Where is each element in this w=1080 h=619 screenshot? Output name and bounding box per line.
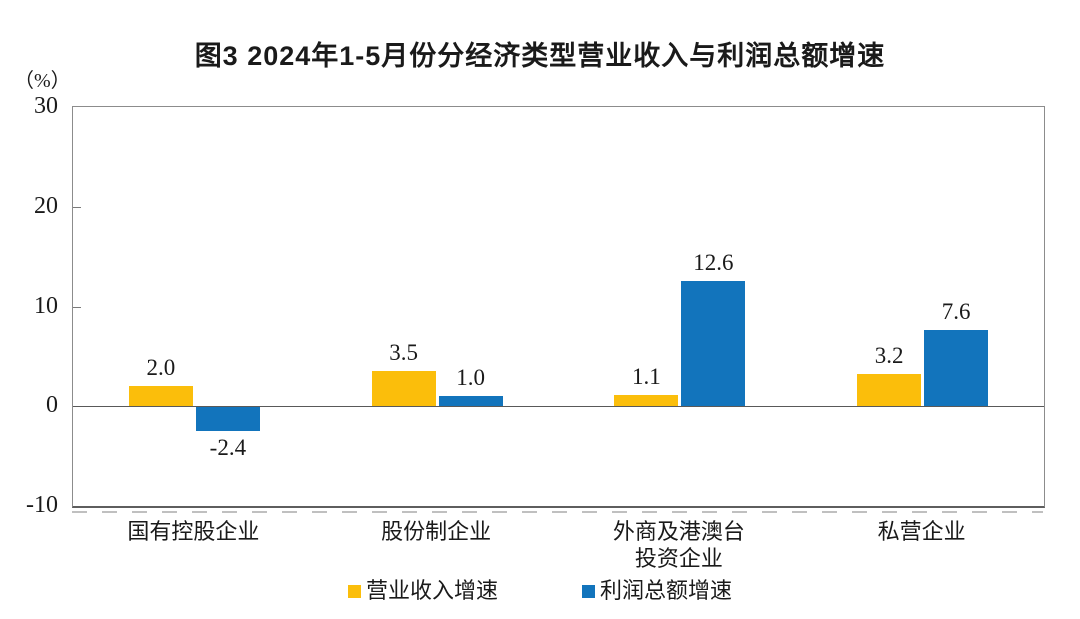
category-label-2: 外商及港澳台 投资企业	[612, 519, 745, 571]
category-label-0: 国有控股企业	[127, 519, 260, 544]
y-tick-label: 10	[34, 292, 58, 319]
bar-revenue-2	[614, 395, 679, 407]
bar-profit-2	[681, 280, 746, 407]
bar-value-label: 7.6	[941, 299, 971, 325]
y-tick-mark	[73, 206, 81, 208]
bar-profit-3	[924, 330, 989, 407]
plot-area: 2.0 -2.4 3.5 1.0 1.1 12.6 3.2 7.6	[72, 106, 1045, 508]
bar-profit-1	[438, 396, 503, 407]
category-label-3: 私营企业	[877, 519, 966, 544]
x-axis-category-labels: 国有控股企业 股份制企业 外商及港澳台 投资企业 私营企业	[72, 518, 1043, 576]
bar-value-label: 2.0	[146, 355, 176, 381]
bar-value-label: 12.6	[693, 249, 734, 275]
y-tick-label: 30	[34, 93, 58, 119]
bar-value-label: 3.5	[389, 340, 418, 366]
x-axis-tick-dashes	[72, 511, 1043, 513]
y-tick-label: 0	[46, 392, 58, 419]
category-label-1: 股份制企业	[381, 519, 492, 544]
legend-swatch-icon	[347, 584, 361, 598]
bar-value-label: 1.0	[456, 365, 485, 391]
legend: 营业收入增速 利润总额增速	[0, 579, 1080, 603]
legend-item-profit: 利润总额增速	[582, 579, 732, 603]
chart-title: 图3 2024年1-5月份分经济类型营业收入与利润总额增速	[194, 41, 886, 71]
legend-swatch-icon	[582, 584, 595, 598]
legend-item-revenue: 营业收入增速	[347, 578, 498, 603]
bar-value-label: -2.4	[209, 435, 247, 461]
bar-revenue-0	[128, 386, 193, 407]
bar-revenue-3	[857, 374, 922, 407]
y-tick-mark	[73, 306, 81, 308]
bar-value-label: 3.2	[874, 343, 904, 369]
y-tick-label: 20	[34, 192, 58, 219]
bar-value-label: 1.1	[632, 364, 661, 390]
bar-profit-0	[195, 407, 260, 432]
y-tick-label: -10	[26, 492, 58, 518]
y-axis-unit-label: （%）	[14, 70, 71, 92]
zero-gridline	[73, 406, 1044, 408]
legend-label: 营业收入增速	[365, 578, 498, 603]
bar-revenue-1	[371, 371, 436, 407]
legend-label: 利润总额增速	[600, 578, 733, 603]
